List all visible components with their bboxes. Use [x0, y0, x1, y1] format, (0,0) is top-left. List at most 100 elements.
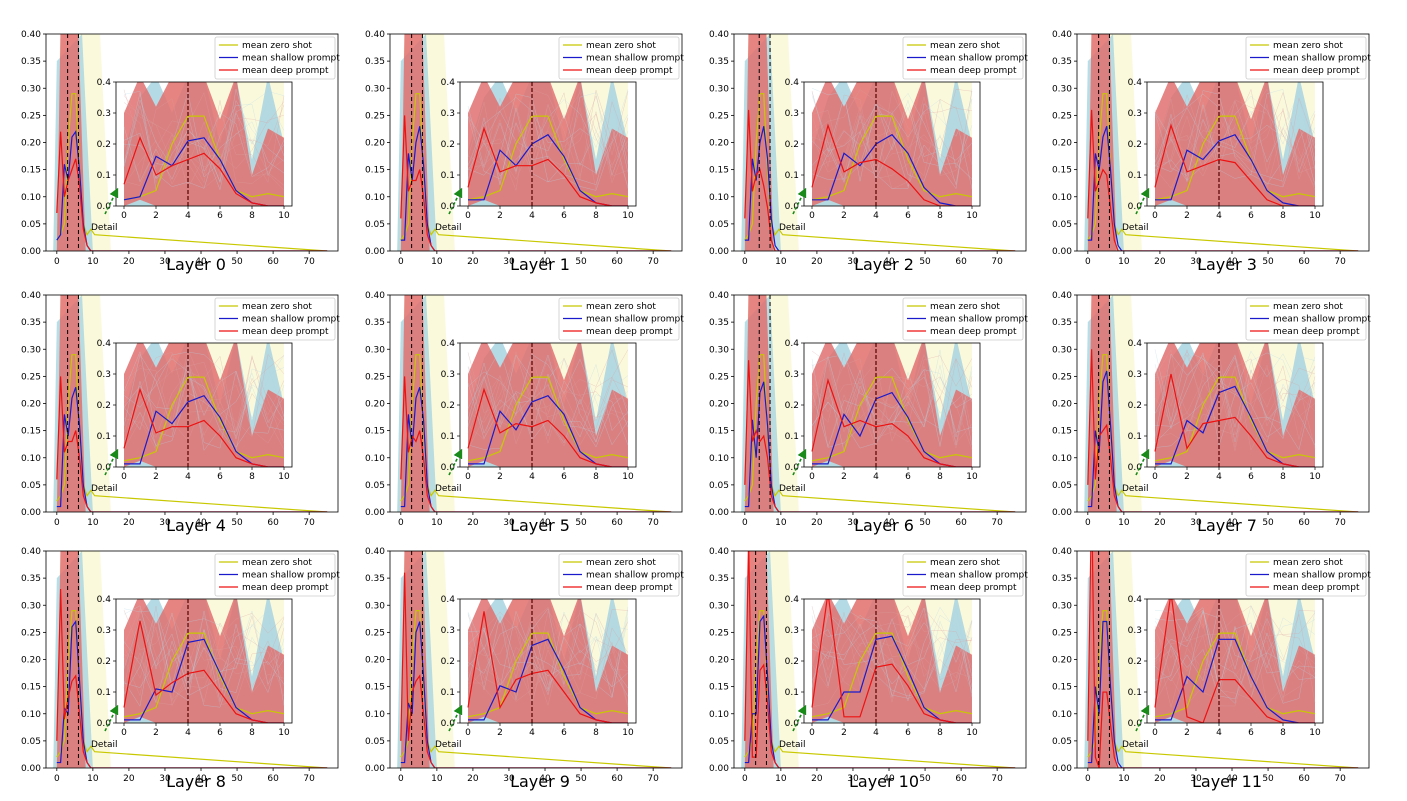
overview-line	[56, 93, 328, 251]
detail-arrow	[448, 704, 463, 732]
detail-arrow	[792, 704, 807, 732]
main-plot-area	[741, 551, 1016, 768]
inset-trace-line	[811, 376, 973, 449]
x-tick-label: 40	[539, 518, 551, 528]
x-tick-label: 0	[398, 774, 404, 784]
x-tick-label: 40	[883, 774, 895, 784]
y-tick-label: 0.05	[21, 737, 41, 747]
legend-label: mean zero shot	[586, 302, 656, 312]
x-tick-label: 30	[847, 518, 859, 528]
inset-y-tick-label: 0.3	[1128, 109, 1142, 119]
legend-box	[902, 297, 1024, 341]
inset-y-tick-label: 0.3	[441, 370, 455, 380]
legend: mean zero shot mean shallow prompt mean de…	[1245, 36, 1371, 80]
y-tick-label: 0.15	[709, 166, 729, 176]
chart-svg: 0 10 20 30 40 50 60 700.000.050.100.150.200.250…	[1052, 291, 1371, 528]
inset-trace-line	[123, 353, 285, 444]
detail-annotation: Detail	[91, 740, 118, 750]
legend-label: mean zero shot	[930, 558, 1000, 568]
inset-x-tick-label: 8	[249, 472, 255, 482]
chart-svg: 0 10 20 30 40 50 60 700.000.050.100.150.200.250…	[709, 291, 1028, 528]
inset-y-tick-label: 0.4	[785, 595, 800, 605]
inset-deep-band	[124, 82, 284, 206]
y-tick-label: 0.35	[365, 318, 385, 328]
overview-line	[56, 131, 328, 251]
chart-svg: 0 10 20 30 40 50 60 700.000.050.100.150.200.250…	[709, 30, 1028, 267]
main-plot-area	[1084, 295, 1359, 512]
y-tick-label: 0.25	[709, 111, 729, 121]
inset-trace-line	[467, 609, 629, 702]
inset-trace-line	[811, 89, 973, 184]
legend: mean zero shot mean shallow prompt mean de…	[902, 553, 1028, 597]
inset-x-tick-label: 8	[249, 728, 255, 738]
inset-trace-line	[1154, 613, 1316, 707]
inset-y-tick-label: 0.1	[1128, 171, 1142, 181]
x-tick-label: 40	[195, 518, 207, 528]
inset-trace-line	[811, 614, 973, 694]
detail-annotation: Detail	[435, 740, 462, 750]
layer-panel: 0 10 20 30 40 50 60 70 0.00 0.05 0.10 0.15 0.20 0.25 0…	[1037, 26, 1382, 284]
inset-trace-line	[467, 351, 629, 434]
x-tick-label: 70	[991, 518, 1003, 528]
x-tick-label: 0	[398, 518, 404, 528]
y-tick-label: 0.05	[709, 481, 729, 491]
inset-trace-line	[811, 607, 973, 699]
detail-arrow	[1135, 187, 1150, 215]
x-tick-label: 70	[303, 774, 315, 784]
x-tick-label: 70	[1334, 257, 1346, 267]
legend-box	[558, 297, 680, 341]
inset-trace-line	[811, 353, 973, 450]
inset-x-tick-label: 6	[905, 728, 911, 738]
inset-x-tick-label: 4	[529, 211, 535, 221]
overview-line	[1087, 109, 1359, 251]
layer-title: Layer 3	[1197, 255, 1257, 274]
detail-annotation: Detail	[91, 484, 118, 494]
inset-x-tick-label: 0	[809, 211, 815, 221]
y-tick-label: 0.10	[21, 193, 41, 203]
x-tick-label: 50	[575, 257, 587, 267]
x-tick-label: 0	[742, 518, 748, 528]
inset-trace-line	[467, 97, 629, 153]
y-tick-label: 0.25	[365, 372, 385, 382]
inset-x-tick-label: 6	[217, 472, 223, 482]
legend-label: mean deep prompt	[1273, 327, 1360, 337]
overview-line	[56, 588, 328, 768]
inset-x-tick-label: 10	[622, 472, 634, 482]
x-tick-label: 30	[503, 774, 515, 784]
inset-x-tick-label: 2	[497, 728, 503, 738]
inset-mean-line	[1154, 632, 1316, 718]
inset-trace-line	[467, 354, 629, 443]
detail-annotation: Detail	[1122, 484, 1149, 494]
legend-label: mean zero shot	[242, 302, 312, 312]
inset-trace-line	[123, 610, 285, 706]
inset-mean-line	[811, 378, 972, 467]
y-tick-label: 0.10	[21, 710, 41, 720]
layer-title: Layer 5	[510, 516, 570, 535]
inset-x-tick-label: 4	[529, 728, 535, 738]
inset-y-tick-label: 0.4	[97, 595, 112, 605]
x-tick-label: 10	[775, 257, 787, 267]
inset-trace-line	[467, 349, 629, 440]
inset-y-tick-label: 0.1	[97, 688, 111, 698]
legend-box	[1245, 36, 1367, 80]
inset-trace-line	[811, 606, 973, 698]
inset-y-tick-label: 0.0	[97, 719, 112, 729]
x-tick-label: 70	[647, 257, 659, 267]
y-tick-label: 0.05	[365, 481, 385, 491]
y-tick-label: 0.35	[709, 318, 729, 328]
inset-mean-line	[812, 133, 972, 206]
inset-trace-line	[123, 372, 285, 446]
inset-y-tick-label: 0.2	[441, 140, 455, 150]
x-tick-label: 20	[1154, 257, 1166, 267]
inset-x-tick-label: 6	[905, 472, 911, 482]
inset-plot-area	[467, 343, 629, 467]
y-tick-label: 0.00	[21, 508, 41, 518]
inset-trace-line	[811, 98, 973, 177]
main-plot-area	[397, 551, 672, 768]
inset-x-tick-label: 2	[841, 728, 847, 738]
inset-x-tick-label: 2	[1184, 211, 1190, 221]
detail-arrow	[104, 704, 119, 732]
x-tick-label: 30	[847, 774, 859, 784]
inset-trace-line	[467, 612, 629, 688]
detail-arrow	[792, 448, 807, 476]
